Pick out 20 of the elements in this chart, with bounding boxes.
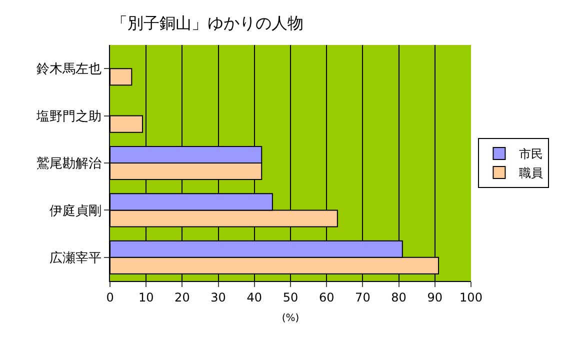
x-tick-label: 20 bbox=[174, 290, 190, 304]
y-tick-label: 伊庭貞剛 bbox=[49, 204, 102, 219]
y-tick-label: 塩野門之助 bbox=[35, 109, 102, 124]
legend-label: 市民 bbox=[519, 147, 544, 162]
y-tick-label: 広瀬宰平 bbox=[49, 250, 102, 266]
chart-title: 「別子銅山」ゆかりの人物 bbox=[112, 13, 304, 32]
x-tick-label: 40 bbox=[246, 290, 262, 304]
x-tick-label: 0 bbox=[106, 290, 114, 304]
x-tick-label: 50 bbox=[282, 290, 298, 304]
x-tick-label: 100 bbox=[460, 290, 482, 304]
x-tick-label: 80 bbox=[391, 290, 406, 304]
x-tick-label: 60 bbox=[318, 290, 334, 304]
x-axis-title: (%) bbox=[282, 313, 300, 324]
x-tick-label: 90 bbox=[427, 290, 443, 304]
legend-label: 職員 bbox=[519, 166, 544, 180]
x-tick-label: 30 bbox=[210, 290, 226, 304]
x-tick-label: 10 bbox=[138, 290, 154, 304]
x-tick-label: 70 bbox=[355, 290, 370, 304]
y-tick-label: 鷲尾勘解治 bbox=[36, 156, 102, 172]
y-tick-label: 鈴木馬左也 bbox=[36, 62, 102, 78]
